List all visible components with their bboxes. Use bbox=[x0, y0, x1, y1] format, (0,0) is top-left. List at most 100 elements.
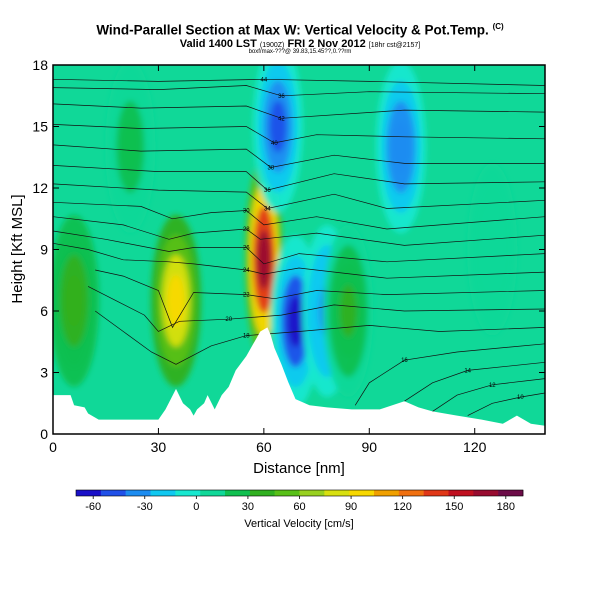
velocity-cell-6-ring-1 bbox=[339, 285, 357, 337]
colorbar-segment-11 bbox=[349, 490, 375, 496]
colorbar-segment-17 bbox=[498, 490, 524, 496]
chart-title: Wind-Parallel Section at Max W: Vertical… bbox=[0, 22, 600, 38]
isentrope-label-5: 36 bbox=[264, 188, 271, 194]
isentrope-22-11 bbox=[95, 269, 545, 329]
isentrope-28-8 bbox=[53, 216, 545, 246]
colorbar-segment-9 bbox=[299, 490, 325, 496]
x-axis-label: Distance [nm] bbox=[253, 460, 345, 477]
velocity-cell-7-ring-1 bbox=[392, 121, 410, 173]
isentrope-42-2 bbox=[53, 103, 545, 119]
subtitle-utc: (1900Z) bbox=[259, 42, 285, 49]
x-tick-label-90: 90 bbox=[361, 439, 377, 455]
colorbar-segment-12 bbox=[374, 490, 400, 496]
y-tick-label-3: 3 bbox=[40, 365, 48, 381]
velocity-cell-8-ring-1 bbox=[121, 121, 139, 173]
isentrope-label-16: 12 bbox=[489, 383, 496, 389]
x-tick-label-120: 120 bbox=[463, 439, 487, 455]
colorbar-segment-14 bbox=[423, 490, 449, 496]
isentrope-16-14 bbox=[354, 343, 545, 406]
velocity-cell-2-ring-1 bbox=[256, 230, 271, 290]
isentrope-26-9 bbox=[53, 230, 545, 265]
colorbar-segment-15 bbox=[448, 490, 474, 496]
x-tick-label-30: 30 bbox=[151, 439, 167, 455]
colorbar-tick-label-30: 30 bbox=[242, 501, 254, 513]
colorbar-label: Vertical Velocity [cm/s] bbox=[244, 518, 353, 530]
subtitle-forecast: [18hr cst@2157] bbox=[368, 42, 421, 49]
colorbar-tick-label-120: 120 bbox=[393, 501, 411, 513]
terrain-fill bbox=[53, 327, 545, 434]
colorbar-segment-4 bbox=[175, 490, 201, 496]
colorbar-segment-3 bbox=[150, 490, 176, 496]
chart-credit: boxf/max-???@ 39.83,15.45??,0.??rm bbox=[248, 49, 352, 55]
subtitle-valid: Valid 1400 LST bbox=[179, 38, 257, 50]
velocity-cell-0-ring-1 bbox=[65, 274, 83, 327]
isentrope-30-7 bbox=[53, 201, 545, 230]
subtitle-date: FRI 2 Nov 2012 bbox=[287, 38, 366, 50]
isentrope-label-0: 44 bbox=[261, 77, 268, 83]
isentrope-label-1: 36 bbox=[278, 94, 285, 100]
y-tick-label-15: 15 bbox=[32, 119, 48, 135]
isentrope-label-12: 20 bbox=[225, 317, 232, 323]
colorbar-tick-label-0: 0 bbox=[193, 501, 199, 513]
colorbar-segment-6 bbox=[225, 490, 251, 496]
colorbar-tick-label-180: 180 bbox=[497, 501, 515, 513]
isentrope-44-0 bbox=[53, 78, 545, 86]
isentrope-label-4: 38 bbox=[268, 166, 275, 172]
isentrope-36-5 bbox=[53, 165, 545, 191]
isentrope-36-1 bbox=[53, 85, 545, 97]
chart-title-text: Wind-Parallel Section at Max W: Vertical… bbox=[96, 22, 489, 38]
isentrope-label-6: 34 bbox=[264, 207, 271, 213]
colorbar-tick-label-60: 60 bbox=[293, 501, 305, 513]
colorbar-segment-10 bbox=[324, 490, 350, 496]
chart-title-mark: (C) bbox=[492, 22, 504, 31]
colorbar-tick-label--60: -60 bbox=[85, 501, 101, 513]
isentrope-label-13: 18 bbox=[243, 334, 250, 340]
colorbar-segment-0 bbox=[76, 490, 102, 496]
isentrope-10-17 bbox=[467, 392, 545, 416]
isentrope-label-15: 14 bbox=[464, 368, 471, 374]
isentrope-label-11: 22 bbox=[243, 293, 250, 299]
velocity-cell-9-ring-1 bbox=[483, 223, 501, 276]
isentrope-label-10: 24 bbox=[243, 268, 250, 274]
colorbar-segment-16 bbox=[473, 490, 499, 496]
colorbar-segment-13 bbox=[398, 490, 424, 496]
isentrope-38-4 bbox=[53, 144, 545, 168]
isentrope-14-15 bbox=[404, 361, 545, 402]
isentrope-lines: 44 36 42 40 38 36 34 30 28 26 24 22 20 18 16 14 12 10 bbox=[53, 77, 545, 416]
isentrope-label-3: 40 bbox=[271, 141, 278, 147]
x-tick-label-0: 0 bbox=[49, 439, 57, 455]
velocity-cell-3-ring-1 bbox=[286, 295, 304, 348]
y-tick-label-12: 12 bbox=[32, 180, 48, 196]
isentrope-18-13 bbox=[94, 310, 545, 365]
chart-subtitle: Valid 1400 LST (1900Z) FRI 2 Nov 2012 [1… bbox=[0, 38, 600, 50]
colorbar-tick-label--30: -30 bbox=[137, 501, 153, 513]
isentrope-label-8: 28 bbox=[243, 227, 250, 233]
velocity-cell-1-ring-1 bbox=[167, 274, 185, 327]
colorbar-tick-label-150: 150 bbox=[445, 501, 463, 513]
colorbar-segment-1 bbox=[100, 490, 126, 496]
colorbar-tick-label-90: 90 bbox=[345, 501, 357, 513]
velocity-cell-5-ring-1 bbox=[269, 100, 287, 153]
isentrope-label-2: 42 bbox=[278, 116, 285, 122]
colorbar-segment-2 bbox=[125, 490, 151, 496]
colorbar: -60 -30 0 30 60 90 120 150 180 bbox=[75, 489, 524, 513]
isentrope-40-3 bbox=[53, 124, 545, 144]
y-tick-label-0: 0 bbox=[40, 426, 48, 442]
isentrope-label-7: 30 bbox=[243, 209, 250, 215]
y-tick-label-6: 6 bbox=[40, 303, 48, 319]
y-tick-label-18: 18 bbox=[32, 57, 48, 73]
isentrope-12-16 bbox=[432, 378, 545, 412]
isentrope-34-6 bbox=[53, 183, 545, 209]
terrain bbox=[53, 327, 545, 434]
colorbar-segment-5 bbox=[200, 490, 226, 496]
isentrope-24-10 bbox=[53, 242, 545, 279]
x-tick-label-60: 60 bbox=[256, 439, 272, 455]
colorbar-segment-7 bbox=[249, 490, 275, 496]
velocity-cells bbox=[53, 65, 518, 408]
colorbar-segment-8 bbox=[274, 490, 300, 496]
isentrope-label-14: 16 bbox=[401, 358, 408, 364]
x-axis: 0 30 60 90 120 bbox=[49, 65, 487, 455]
isentrope-label-17: 10 bbox=[517, 395, 524, 401]
